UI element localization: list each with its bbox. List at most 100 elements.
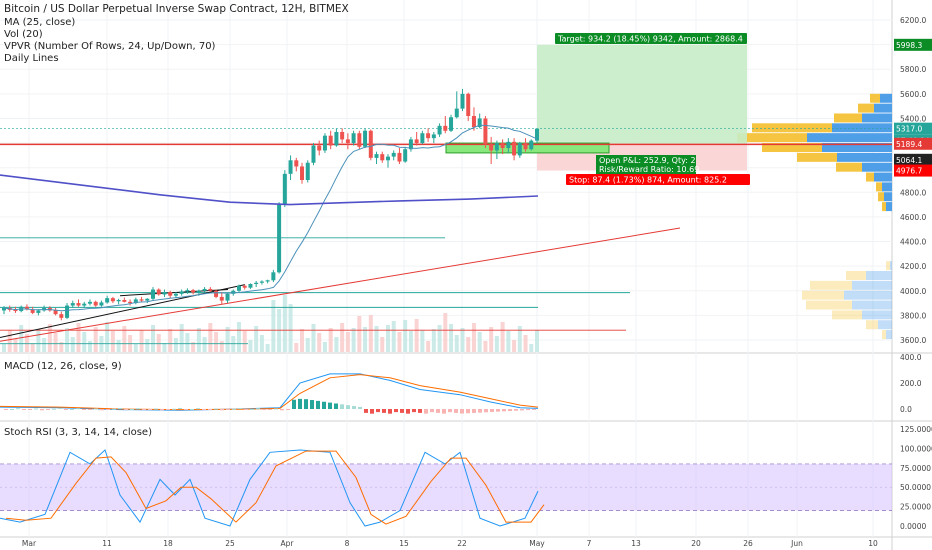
candle-body bbox=[271, 272, 276, 281]
signal-line bbox=[0, 374, 539, 411]
vpvr-down-bar bbox=[836, 162, 862, 172]
volume-bar bbox=[76, 323, 81, 352]
vpvr-down-bar bbox=[846, 271, 866, 280]
legend-vol[interactable]: Vol (20) bbox=[4, 29, 43, 40]
macd-histogram-bar bbox=[22, 409, 26, 411]
vpvr-up-bar bbox=[852, 280, 892, 290]
vpvr-histogram bbox=[737, 93, 892, 340]
macd-histogram-bar bbox=[376, 409, 380, 413]
vpvr-down-bar bbox=[737, 133, 807, 143]
volume-bar bbox=[53, 333, 58, 352]
macd-histogram-bar bbox=[4, 409, 8, 410]
price-tick-label: 6200.0 bbox=[900, 16, 926, 25]
legend-stoch-rsi[interactable]: Stoch RSI (3, 3, 14, 14, close) bbox=[4, 427, 152, 438]
macd-histogram-bar bbox=[532, 409, 536, 410]
time-tick-label: 10 bbox=[868, 539, 878, 548]
vpvr-up-bar bbox=[874, 103, 892, 113]
candles bbox=[2, 88, 539, 321]
volume-bar bbox=[82, 332, 87, 352]
macd-histogram-bar bbox=[520, 409, 524, 411]
volume-bar bbox=[225, 327, 230, 352]
macd-histogram-bar bbox=[88, 409, 92, 410]
candle-body bbox=[420, 133, 425, 144]
volume-bar bbox=[517, 326, 522, 352]
volume-bar bbox=[351, 328, 356, 352]
volume-bar bbox=[288, 304, 293, 352]
price-axis[interactable]: 6200.06000.05800.05600.05400.05200.05000… bbox=[900, 16, 932, 531]
macd-histogram-bar bbox=[178, 407, 182, 409]
candle-body bbox=[214, 290, 219, 297]
candle-body bbox=[99, 302, 104, 306]
candle-body bbox=[277, 204, 282, 273]
volume-bar bbox=[431, 329, 436, 352]
candle-body bbox=[70, 303, 75, 306]
legend-daily-lines[interactable]: Daily Lines bbox=[4, 53, 59, 64]
label-stop-bg bbox=[566, 174, 750, 185]
candle-body bbox=[168, 292, 173, 296]
volume-bar bbox=[7, 330, 12, 352]
macd-histogram-bar bbox=[490, 409, 494, 412]
vpvr-down-bar bbox=[802, 290, 844, 300]
time-tick-label: 18 bbox=[163, 539, 173, 548]
volume-bar bbox=[110, 331, 115, 352]
macd-histogram-bar bbox=[484, 409, 488, 413]
macd-histogram-bar bbox=[172, 408, 176, 410]
volume-bar bbox=[322, 342, 327, 352]
vpvr-down-bar bbox=[806, 300, 852, 310]
volume-bar bbox=[59, 342, 64, 352]
macd-histogram-bar bbox=[400, 409, 404, 413]
volume-bar bbox=[105, 322, 110, 352]
macd-histogram-bar bbox=[154, 408, 158, 410]
candle-body bbox=[408, 139, 413, 150]
candle-body bbox=[483, 118, 488, 145]
candle-body bbox=[82, 303, 87, 306]
volume-bar bbox=[42, 338, 47, 352]
macd-histogram-bar bbox=[202, 409, 206, 411]
macd-panel bbox=[0, 373, 539, 414]
candle-body bbox=[357, 133, 362, 147]
macd-histogram-bar bbox=[124, 409, 128, 410]
legend-ma[interactable]: MA (25, close) bbox=[4, 17, 76, 28]
macd-histogram-bar bbox=[316, 400, 320, 409]
volume-bar bbox=[460, 328, 465, 352]
candle-body bbox=[133, 299, 138, 304]
stoch-tick-label: 25.0000 bbox=[900, 503, 931, 512]
macd-histogram-bar bbox=[106, 409, 110, 410]
volume-bar bbox=[24, 334, 29, 352]
volume-bar bbox=[122, 326, 127, 352]
macd-histogram-bar bbox=[442, 409, 446, 414]
volume-bar bbox=[311, 324, 316, 352]
candle-body bbox=[242, 285, 247, 288]
macd-tick-label: 0.0 bbox=[900, 405, 912, 414]
volume-bar bbox=[529, 344, 534, 352]
candle-body bbox=[76, 303, 81, 306]
macd-histogram-bar bbox=[508, 409, 512, 412]
legend-macd[interactable]: MACD (12, 26, close, 9) bbox=[4, 361, 122, 372]
volume-bar bbox=[403, 320, 408, 352]
macd-histogram-bar bbox=[382, 409, 386, 413]
candle-body bbox=[449, 117, 454, 131]
candle-body bbox=[477, 118, 482, 128]
time-axis[interactable]: Mar 11 18 25 Apr 8 15 22 May 7 13 20 26 Jun 10 bbox=[22, 539, 878, 548]
candle-body bbox=[317, 145, 322, 151]
trend-lines[interactable] bbox=[0, 128, 892, 345]
macd-histogram-bar bbox=[472, 409, 476, 413]
stoch-tick-label: 50.0000 bbox=[900, 483, 931, 492]
volume-bar bbox=[145, 339, 150, 352]
candle-body bbox=[24, 306, 29, 310]
time-tick-label: 22 bbox=[457, 539, 467, 548]
volume-bar bbox=[156, 334, 161, 352]
position-labels: Target: 934.2 (18.45%) 9342, Amount: 286… bbox=[555, 33, 750, 185]
volume-bar bbox=[214, 332, 219, 352]
volume-bar bbox=[300, 329, 305, 352]
volume-bar bbox=[185, 333, 190, 352]
legend-vpvr[interactable]: VPVR (Number Of Rows, 24, Up/Down, 70) bbox=[4, 41, 216, 52]
vpvr-up-bar bbox=[886, 202, 892, 212]
volume-bar bbox=[437, 325, 442, 352]
macd-histogram-bar bbox=[196, 408, 200, 410]
macd-histogram-bar bbox=[16, 408, 20, 410]
macd-histogram-bar bbox=[478, 409, 482, 413]
candle-body bbox=[345, 139, 350, 144]
macd-histogram-bar bbox=[496, 409, 500, 412]
